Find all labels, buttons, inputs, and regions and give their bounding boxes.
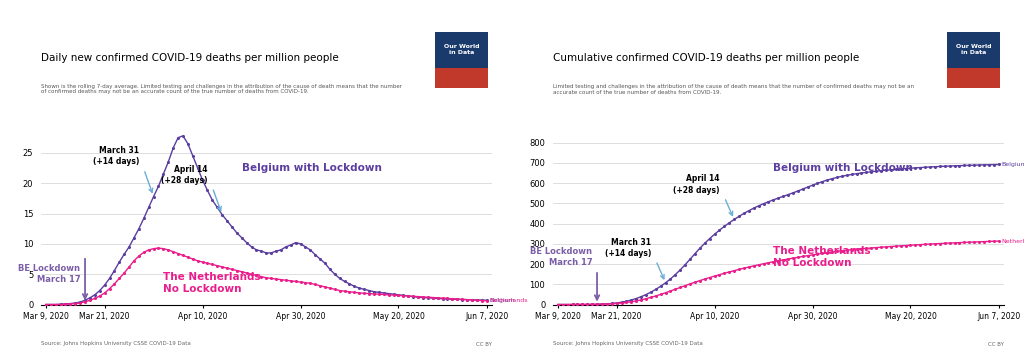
Text: BE Lockdown
March 17: BE Lockdown March 17 (530, 247, 592, 267)
Text: Belgium with Lockdown: Belgium with Lockdown (773, 163, 913, 173)
Text: Belgium: Belgium (489, 298, 515, 303)
Text: Limited testing and challenges in the attribution of the cause of death means th: Limited testing and challenges in the at… (553, 84, 914, 94)
Text: April 14
(+28 days): April 14 (+28 days) (673, 174, 720, 195)
Text: April 14
(+28 days): April 14 (+28 days) (161, 164, 208, 185)
Text: Our World
in Data: Our World in Data (444, 44, 479, 55)
Text: March 31
(+14 days): March 31 (+14 days) (604, 238, 651, 258)
Text: Shown is the rolling 7-day average. Limited testing and challenges in the attrib: Shown is the rolling 7-day average. Limi… (41, 84, 402, 94)
Text: CC BY: CC BY (987, 342, 1004, 346)
Text: Belgium: Belgium (1001, 162, 1024, 167)
Text: Daily new confirmed COVID-19 deaths per million people: Daily new confirmed COVID-19 deaths per … (41, 53, 339, 63)
Text: Source: Johns Hopkins University CSSE COVID-19 Data: Source: Johns Hopkins University CSSE CO… (41, 342, 190, 346)
Text: CC BY: CC BY (475, 342, 492, 346)
Text: Source: Johns Hopkins University CSSE COVID-19 Data: Source: Johns Hopkins University CSSE CO… (553, 342, 702, 346)
Text: Belgium with Lockdown: Belgium with Lockdown (242, 163, 382, 173)
Text: The Netherlands
No Lockdown: The Netherlands No Lockdown (164, 272, 261, 294)
Text: BE Lockdown
March 17: BE Lockdown March 17 (18, 264, 80, 284)
Text: The Netherlands
No Lockdown: The Netherlands No Lockdown (773, 246, 871, 268)
Text: Our World
in Data: Our World in Data (956, 44, 991, 55)
Text: Cumulative confirmed COVID-19 deaths per million people: Cumulative confirmed COVID-19 deaths per… (553, 53, 859, 63)
Text: March 31
(+14 days): March 31 (+14 days) (92, 146, 139, 167)
Text: Netherlands: Netherlands (489, 298, 527, 303)
Text: Netherlands: Netherlands (1001, 239, 1024, 244)
